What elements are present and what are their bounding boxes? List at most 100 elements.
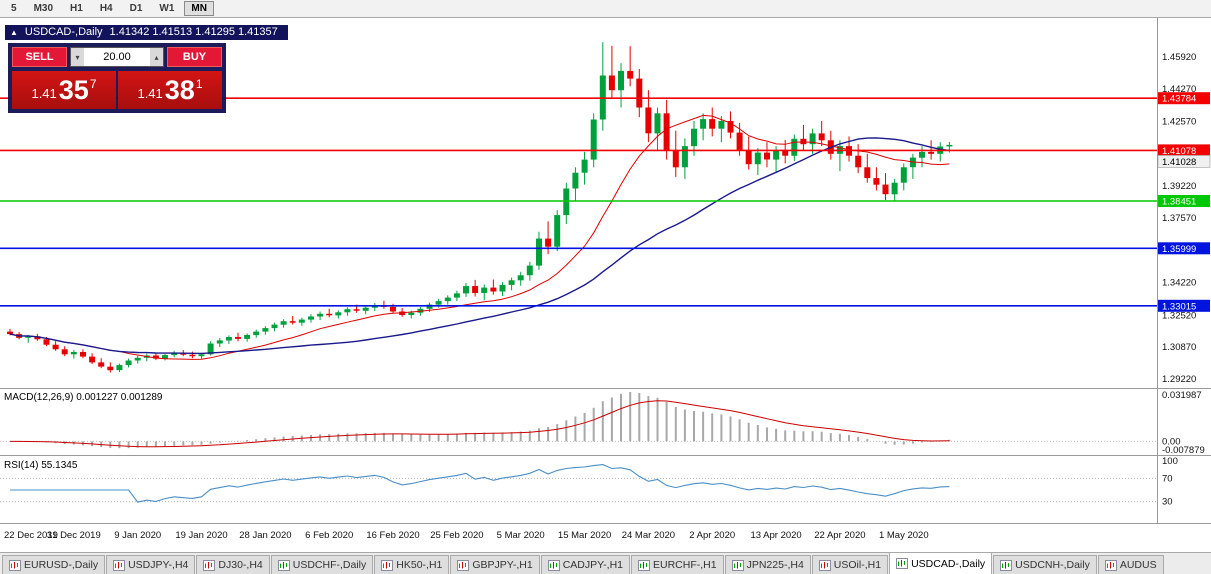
svg-text:-0.007879: -0.007879: [1162, 445, 1205, 456]
price-axis-markers: 1.43784 1.41078 1.38451 1.35999 1.33015 1.410…: [1157, 92, 1211, 312]
chart-area[interactable]: 1.459201.442701.425701.409201.392201.375…: [0, 18, 1211, 552]
svg-text:2 Apr 2020: 2 Apr 2020: [689, 530, 735, 541]
panel-separators: [0, 18, 1211, 524]
svg-text:25 Feb 2020: 25 Feb 2020: [430, 530, 483, 541]
tab-chart-icon: [1000, 559, 1013, 571]
svg-text:1.37570: 1.37570: [1162, 213, 1196, 224]
chart-ohlc-values: 1.41342 1.41513 1.41295 1.41357: [109, 26, 278, 38]
svg-text:1.33015: 1.33015: [1162, 301, 1196, 312]
svg-text:15 Mar 2020: 15 Mar 2020: [558, 530, 611, 541]
chart-tab[interactable]: CADJPY-,H1: [540, 555, 630, 574]
svg-text:1.43784: 1.43784: [1162, 94, 1196, 105]
chart-tab[interactable]: DJ30-,H4: [196, 555, 270, 574]
chart-tab[interactable]: EURCHF-,H1: [631, 555, 724, 574]
svg-text:31 Dec 2019: 31 Dec 2019: [47, 530, 101, 541]
chart-tab[interactable]: USDCHF-,Daily: [270, 555, 374, 574]
timeframe-button-h4[interactable]: H4: [93, 1, 120, 16]
svg-text:1.45920: 1.45920: [1162, 52, 1196, 63]
svg-text:9 Jan 2020: 9 Jan 2020: [114, 530, 161, 541]
rsi-label: RSI(14) 55.1345: [4, 460, 78, 471]
svg-text:1 May 2020: 1 May 2020: [879, 530, 929, 541]
sell-price-pips: 35: [58, 74, 89, 105]
tab-chart-icon: [113, 559, 126, 571]
volume-control: ▾ 20.00 ▴: [70, 47, 164, 67]
sell-button[interactable]: SELL: [12, 47, 67, 67]
tab-chart-icon: [547, 559, 560, 571]
svg-text:5 Mar 2020: 5 Mar 2020: [497, 530, 545, 541]
svg-text:1.34220: 1.34220: [1162, 278, 1196, 289]
timeframe-button-mn[interactable]: MN: [184, 1, 214, 16]
svg-text:100: 100: [1162, 456, 1178, 467]
chart-tab[interactable]: USDCNH-,Daily: [993, 555, 1097, 574]
svg-text:30: 30: [1162, 497, 1173, 508]
chart-tab[interactable]: USDJPY-,H4: [106, 555, 196, 574]
svg-text:0.031987: 0.031987: [1162, 390, 1202, 401]
svg-text:1.41078: 1.41078: [1162, 146, 1196, 157]
tab-chart-icon: [457, 559, 470, 571]
tab-label: USDCAD-,Daily: [911, 557, 986, 570]
svg-text:70: 70: [1162, 473, 1173, 484]
tab-label: CADJPY-,H1: [562, 559, 623, 571]
buy-price-base: 1.41: [137, 86, 163, 101]
chart-symbol-label: USDCAD-,Daily: [24, 26, 103, 38]
timeframe-button-d1[interactable]: D1: [123, 1, 150, 16]
tab-label: EURCHF-,H1: [653, 559, 717, 571]
chart-tab[interactable]: GBPJPY-,H1: [450, 555, 540, 574]
chart-title-bar: ▲ USDCAD-,Daily 1.41342 1.41513 1.41295 …: [5, 25, 288, 40]
hlines-layer[interactable]: [0, 97, 1158, 307]
chart-tab[interactable]: AUDUS: [1097, 555, 1164, 574]
tab-chart-icon: [1104, 559, 1117, 571]
chart-tab[interactable]: USDCAD-,Daily: [889, 553, 993, 574]
rsi-panel: RSI(14) 55.1345 100 70 30: [0, 456, 1178, 508]
svg-text:13 Apr 2020: 13 Apr 2020: [750, 530, 801, 541]
one-click-trading-panel: SELL ▾ 20.00 ▴ BUY 1.41 35 7 1.41 38 1: [8, 43, 226, 113]
svg-text:28 Jan 2020: 28 Jan 2020: [239, 530, 291, 541]
buy-price-display[interactable]: 1.41 38 1: [118, 71, 222, 109]
svg-text:19 Jan 2020: 19 Jan 2020: [175, 530, 227, 541]
svg-text:16 Feb 2020: 16 Feb 2020: [366, 530, 419, 541]
svg-text:1.41028: 1.41028: [1162, 157, 1196, 168]
svg-text:1.38451: 1.38451: [1162, 197, 1196, 208]
tab-label: USDJPY-,H4: [128, 559, 189, 571]
timeframe-button-5[interactable]: 5: [4, 1, 24, 16]
tab-label: JPN225-,H4: [746, 559, 804, 571]
tab-chart-icon: [381, 559, 394, 571]
tab-label: AUDUS: [1119, 559, 1157, 571]
tab-label: USDCHF-,Daily: [292, 559, 367, 571]
chart-tab[interactable]: EURUSD-,Daily: [2, 555, 106, 574]
timeframe-button-m30[interactable]: M30: [27, 1, 60, 16]
tab-label: HK50-,H1: [396, 559, 443, 571]
sell-price-point: 7: [89, 76, 97, 91]
svg-text:1.29220: 1.29220: [1162, 374, 1196, 385]
tab-label: USDCNH-,Daily: [1015, 559, 1090, 571]
timeframe-button-h1[interactable]: H1: [63, 1, 90, 16]
svg-text:22 Dec 2019: 22 Dec 2019: [4, 530, 58, 541]
svg-text:1.42570: 1.42570: [1162, 117, 1196, 128]
volume-increase-icon[interactable]: ▴: [150, 48, 163, 66]
tab-chart-icon: [277, 559, 290, 571]
svg-text:1.44270: 1.44270: [1162, 84, 1196, 95]
buy-button[interactable]: BUY: [167, 47, 222, 67]
svg-text:22 Apr 2020: 22 Apr 2020: [814, 530, 865, 541]
tab-label: EURUSD-,Daily: [24, 559, 99, 571]
buy-price-pips: 38: [164, 74, 195, 105]
timeframe-button-w1[interactable]: W1: [152, 1, 181, 16]
tab-label: DJ30-,H4: [218, 559, 263, 571]
svg-text:1.39220: 1.39220: [1162, 181, 1196, 192]
tab-chart-icon: [818, 559, 831, 571]
tab-label: USOil-,H1: [833, 559, 882, 571]
chart-tab[interactable]: HK50-,H1: [374, 555, 450, 574]
sell-price-display[interactable]: 1.41 35 7: [12, 71, 116, 109]
svg-text:1.35999: 1.35999: [1162, 244, 1196, 255]
chart-tab[interactable]: USOil-,H1: [811, 555, 889, 574]
collapse-panel-icon[interactable]: ▲: [10, 27, 18, 37]
tab-chart-icon: [203, 559, 216, 571]
timeframe-toolbar: 5 M30 H1 H4 D1 W1 MN: [0, 0, 1211, 18]
volume-input[interactable]: 20.00: [103, 51, 131, 63]
svg-text:6 Feb 2020: 6 Feb 2020: [305, 530, 353, 541]
tab-chart-icon: [638, 559, 650, 571]
chart-tab[interactable]: JPN225-,H4: [724, 555, 811, 574]
volume-decrease-icon[interactable]: ▾: [71, 48, 84, 66]
